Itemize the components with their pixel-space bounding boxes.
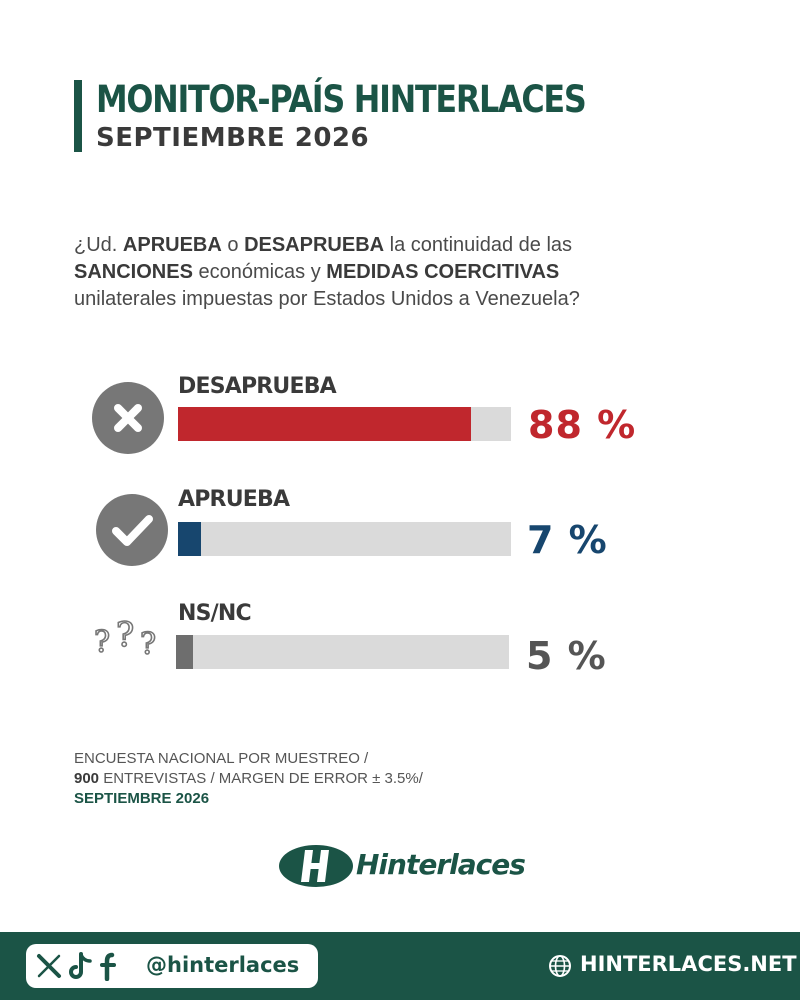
footnote-date: SEPTIEMBRE 2026 (74, 790, 210, 807)
question-marks-icon: ? ? ? (92, 612, 172, 668)
question-text-3: la continuidad de las (384, 234, 573, 256)
footnote-line-2: 900 ENTREVISTAS / MARGEN DE ERROR ± 3.5%… (74, 769, 423, 789)
hinterlaces-logo: Hinterlaces (278, 842, 538, 890)
bar-label-aprueba: APRUEBA (178, 487, 290, 512)
title-accent-bar (74, 80, 82, 152)
globe-icon (549, 955, 571, 977)
question-text-2: o (221, 234, 245, 256)
question-bold-sanciones: SANCIONES (74, 261, 193, 283)
value-label-desaprueba: 88 % (528, 403, 637, 447)
svg-text:?: ? (116, 615, 134, 655)
value-label-aprueba: 7 % (527, 518, 608, 562)
page-title: MONITOR-PAÍS HINTERLACES (96, 78, 587, 121)
footnote-sample-size: 900 (74, 770, 100, 787)
tiktok-icon[interactable] (66, 951, 94, 981)
question-bold-aprueba: APRUEBA (122, 234, 222, 256)
logo-text: Hinterlaces (356, 848, 526, 881)
question-text-1: ¿Ud. (74, 234, 123, 256)
social-links: @hinterlaces (26, 944, 318, 988)
bar-label-desaprueba: DESAPRUEBA (178, 374, 337, 399)
question-bold-medidas: MEDIDAS COERCITIVAS (326, 261, 560, 283)
value-label-nsnc: 5 % (526, 634, 607, 678)
page-subtitle: SEPTIEMBRE 2026 (96, 123, 370, 153)
hinterlaces-logo-mark-icon (279, 845, 353, 887)
survey-footnote: ENCUESTA NACIONAL POR MUESTREO / 900 ENT… (74, 749, 423, 809)
footer-bar: @hinterlaces HINTERLACES.NET (0, 932, 800, 1000)
footnote-line-1: ENCUESTA NACIONAL POR MUESTREO / (74, 750, 369, 767)
question-text-4: económicas y (192, 261, 327, 283)
survey-question: ¿Ud. APRUEBA o DESAPRUEBA la continuidad… (74, 232, 634, 313)
bar-aprueba (178, 522, 202, 556)
social-handle[interactable]: @hinterlaces (146, 953, 300, 977)
bar-desaprueba (178, 407, 472, 441)
bar-label-nsnc: NS/NC (178, 601, 252, 626)
svg-text:?: ? (140, 627, 156, 662)
facebook-icon[interactable] (98, 951, 120, 981)
bar-track-desaprueba (178, 407, 511, 441)
question-text-5: unilaterales impuestas por Estados Unido… (74, 288, 580, 310)
website-link[interactable]: HINTERLACES.NET (580, 952, 797, 976)
bar-track-aprueba (178, 522, 511, 556)
check-circle-icon (96, 494, 168, 566)
footnote-margin: ENTREVISTAS / MARGEN DE ERROR ± 3.5%/ (99, 770, 423, 787)
x-icon[interactable] (34, 951, 64, 981)
x-circle-icon (92, 382, 164, 454)
bar-nsnc (176, 635, 193, 669)
svg-text:?: ? (94, 625, 110, 660)
question-bold-desaprueba: DESAPRUEBA (244, 234, 385, 256)
bar-track-nsnc (176, 635, 509, 669)
